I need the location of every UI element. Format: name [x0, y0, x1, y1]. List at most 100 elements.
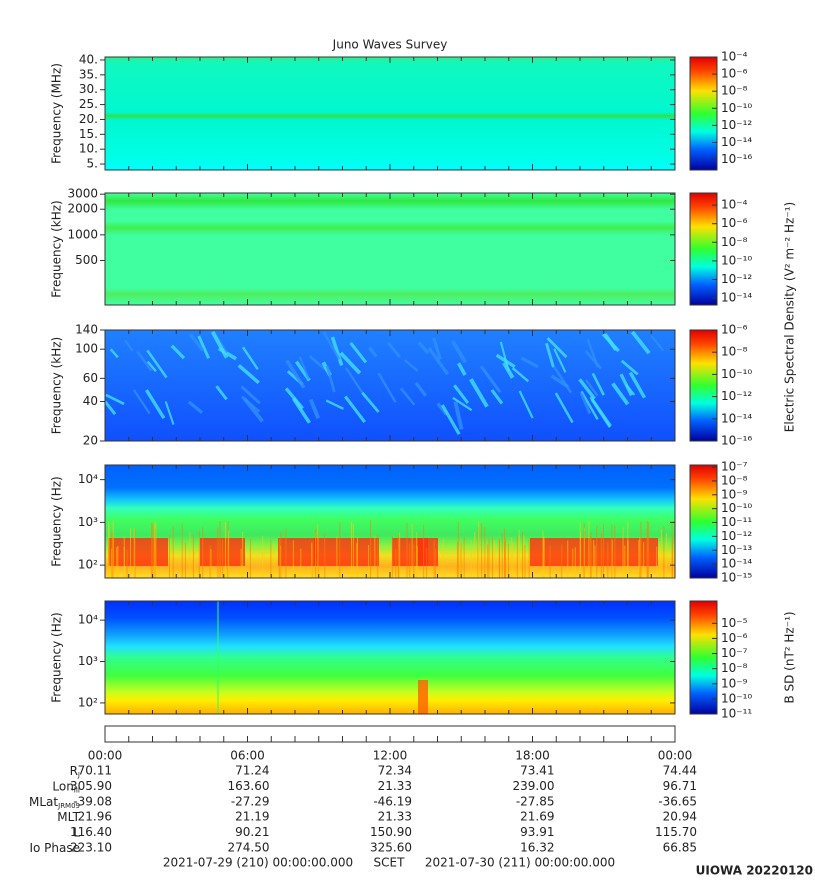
time-label: 18:00: [515, 749, 550, 763]
colorbar-tick-label: 10⁻⁴: [721, 198, 748, 212]
emission-streak: [427, 347, 449, 376]
y-tick-label: 100: [75, 342, 98, 356]
credit: UIOWA 20220120: [696, 864, 813, 878]
emission-streak: [452, 396, 473, 412]
emission-streak: [499, 341, 510, 372]
colorbar-tick-label: 10⁻⁸: [721, 345, 748, 359]
row-label-text: Io Phase: [29, 841, 80, 855]
row-value: 305.90: [70, 779, 112, 793]
row-value: -39.08: [73, 794, 112, 808]
y-axis-label: Frequency (MHz): [50, 63, 64, 164]
row-label: L: [73, 825, 80, 839]
emission-streak: [554, 392, 574, 424]
emission-patch: [610, 538, 658, 566]
colorbar-tick-label: 10⁻⁹: [721, 676, 748, 690]
emission-streak: [103, 400, 117, 416]
emission-streak: [132, 389, 151, 415]
row-value: -27.29: [231, 794, 270, 808]
row-value: 70.11: [78, 764, 112, 778]
emission-streak: [400, 387, 416, 406]
colorbar-tick-label: 10⁻¹²: [721, 272, 752, 286]
emission-streak: [553, 348, 567, 373]
y-tick-label: 10³: [78, 654, 98, 668]
colorbar-tick-label: 10⁻¹⁶: [721, 434, 752, 448]
emission-streak: [330, 336, 344, 366]
colorbar-tick-label: 10⁻¹⁰: [721, 691, 752, 705]
colorbar-tick-label: 10⁻⁸: [721, 84, 748, 98]
emission-streak: [136, 350, 153, 372]
row-label-sub: III: [74, 786, 80, 794]
row-label: MLatJRM09: [29, 794, 80, 810]
emission-streak: [611, 382, 630, 406]
footer-start: 2021-07-29 (210) 00:00:00.000: [163, 856, 353, 870]
emission-streak: [292, 397, 311, 424]
emission-streak: [377, 372, 397, 403]
emission-streak: [197, 335, 210, 359]
emission-streak: [241, 346, 259, 370]
row-label-sub: J: [77, 771, 80, 779]
colorbar-tick-label: 10⁻¹³: [721, 543, 752, 557]
emission-streak: [210, 330, 229, 359]
colorbar: [689, 56, 718, 171]
emission-streak: [285, 359, 306, 389]
row-label: RJ: [70, 764, 80, 780]
colorbar-tick-label: 10⁻⁷: [721, 646, 748, 660]
emission-streak: [586, 338, 599, 368]
row-value: 21.33: [378, 779, 412, 793]
y-tick-label: 30.: [79, 82, 98, 96]
emission-streak: [440, 404, 461, 435]
colorbar-tick-label: 10⁻¹⁴: [721, 411, 752, 425]
emission-streak: [345, 367, 367, 398]
y-tick-label: 25.: [79, 97, 98, 111]
time-label: 12:00: [373, 749, 408, 763]
time-label: 06:00: [230, 749, 265, 763]
colorbar-tick-label: 10⁻¹⁰: [721, 101, 752, 115]
emission-streak: [545, 342, 555, 368]
emission-streak: [387, 341, 401, 359]
row-value: 71.24: [235, 764, 269, 778]
colorbar: [689, 600, 718, 715]
row-value: 115.70: [655, 825, 697, 839]
row-value: 93.91: [520, 825, 554, 839]
emission-streak: [325, 399, 344, 410]
emission-streak: [469, 378, 489, 408]
row-value: 223.10: [70, 841, 112, 855]
row-value: -27.85: [516, 794, 555, 808]
emission-streak: [308, 398, 321, 419]
emission-streak: [584, 350, 603, 370]
colorbar-tick-label: 10⁻¹⁶: [721, 152, 752, 166]
emission-streak: [105, 393, 125, 406]
row-value: 163.60: [228, 779, 270, 793]
row-value: 21.19: [235, 810, 269, 824]
y-tick-label: 10³: [78, 515, 98, 529]
row-label-sub: JRM09: [57, 802, 80, 810]
colorbar-tick-label: 10⁻⁹: [721, 487, 748, 501]
y-tick-label: 15.: [79, 127, 98, 141]
time-label: 00:00: [88, 749, 123, 763]
emission-streak: [242, 397, 264, 423]
emission-streak: [146, 349, 168, 379]
emission-streak: [579, 392, 592, 415]
emission-patch: [418, 538, 438, 566]
emission-streak: [417, 341, 430, 355]
emission-patch: [418, 680, 428, 714]
emission-streak: [619, 373, 633, 397]
y-tick-label: 60: [83, 371, 98, 385]
time-label: 00:00: [658, 749, 693, 763]
y-tick-label: 5.: [87, 157, 98, 171]
row-value: 20.94: [663, 810, 697, 824]
colorbar-tick-label: 10⁻⁷: [721, 460, 748, 474]
y-tick-label: 3000: [67, 187, 98, 201]
y-tick-label: 2000: [67, 202, 98, 216]
colorbar-tick-label: 10⁻⁴: [721, 50, 748, 64]
y-axis-label: Frequency (kHz): [50, 200, 64, 297]
row-label: MLT: [57, 810, 80, 824]
colorbar-tick-label: 10⁻⁶: [721, 323, 748, 337]
colorbar-label: Electric Spectral Density (V² m⁻² Hz⁻¹): [783, 202, 797, 432]
emission-streak: [215, 385, 228, 401]
row-label: Io Phase: [29, 841, 80, 855]
footer-scet: SCET: [374, 856, 406, 870]
colorbar-tick-label: 10⁻⁶: [721, 216, 748, 230]
spectrogram-image: [105, 193, 675, 305]
colorbar-tick-label: 10⁻¹⁰: [721, 253, 752, 267]
